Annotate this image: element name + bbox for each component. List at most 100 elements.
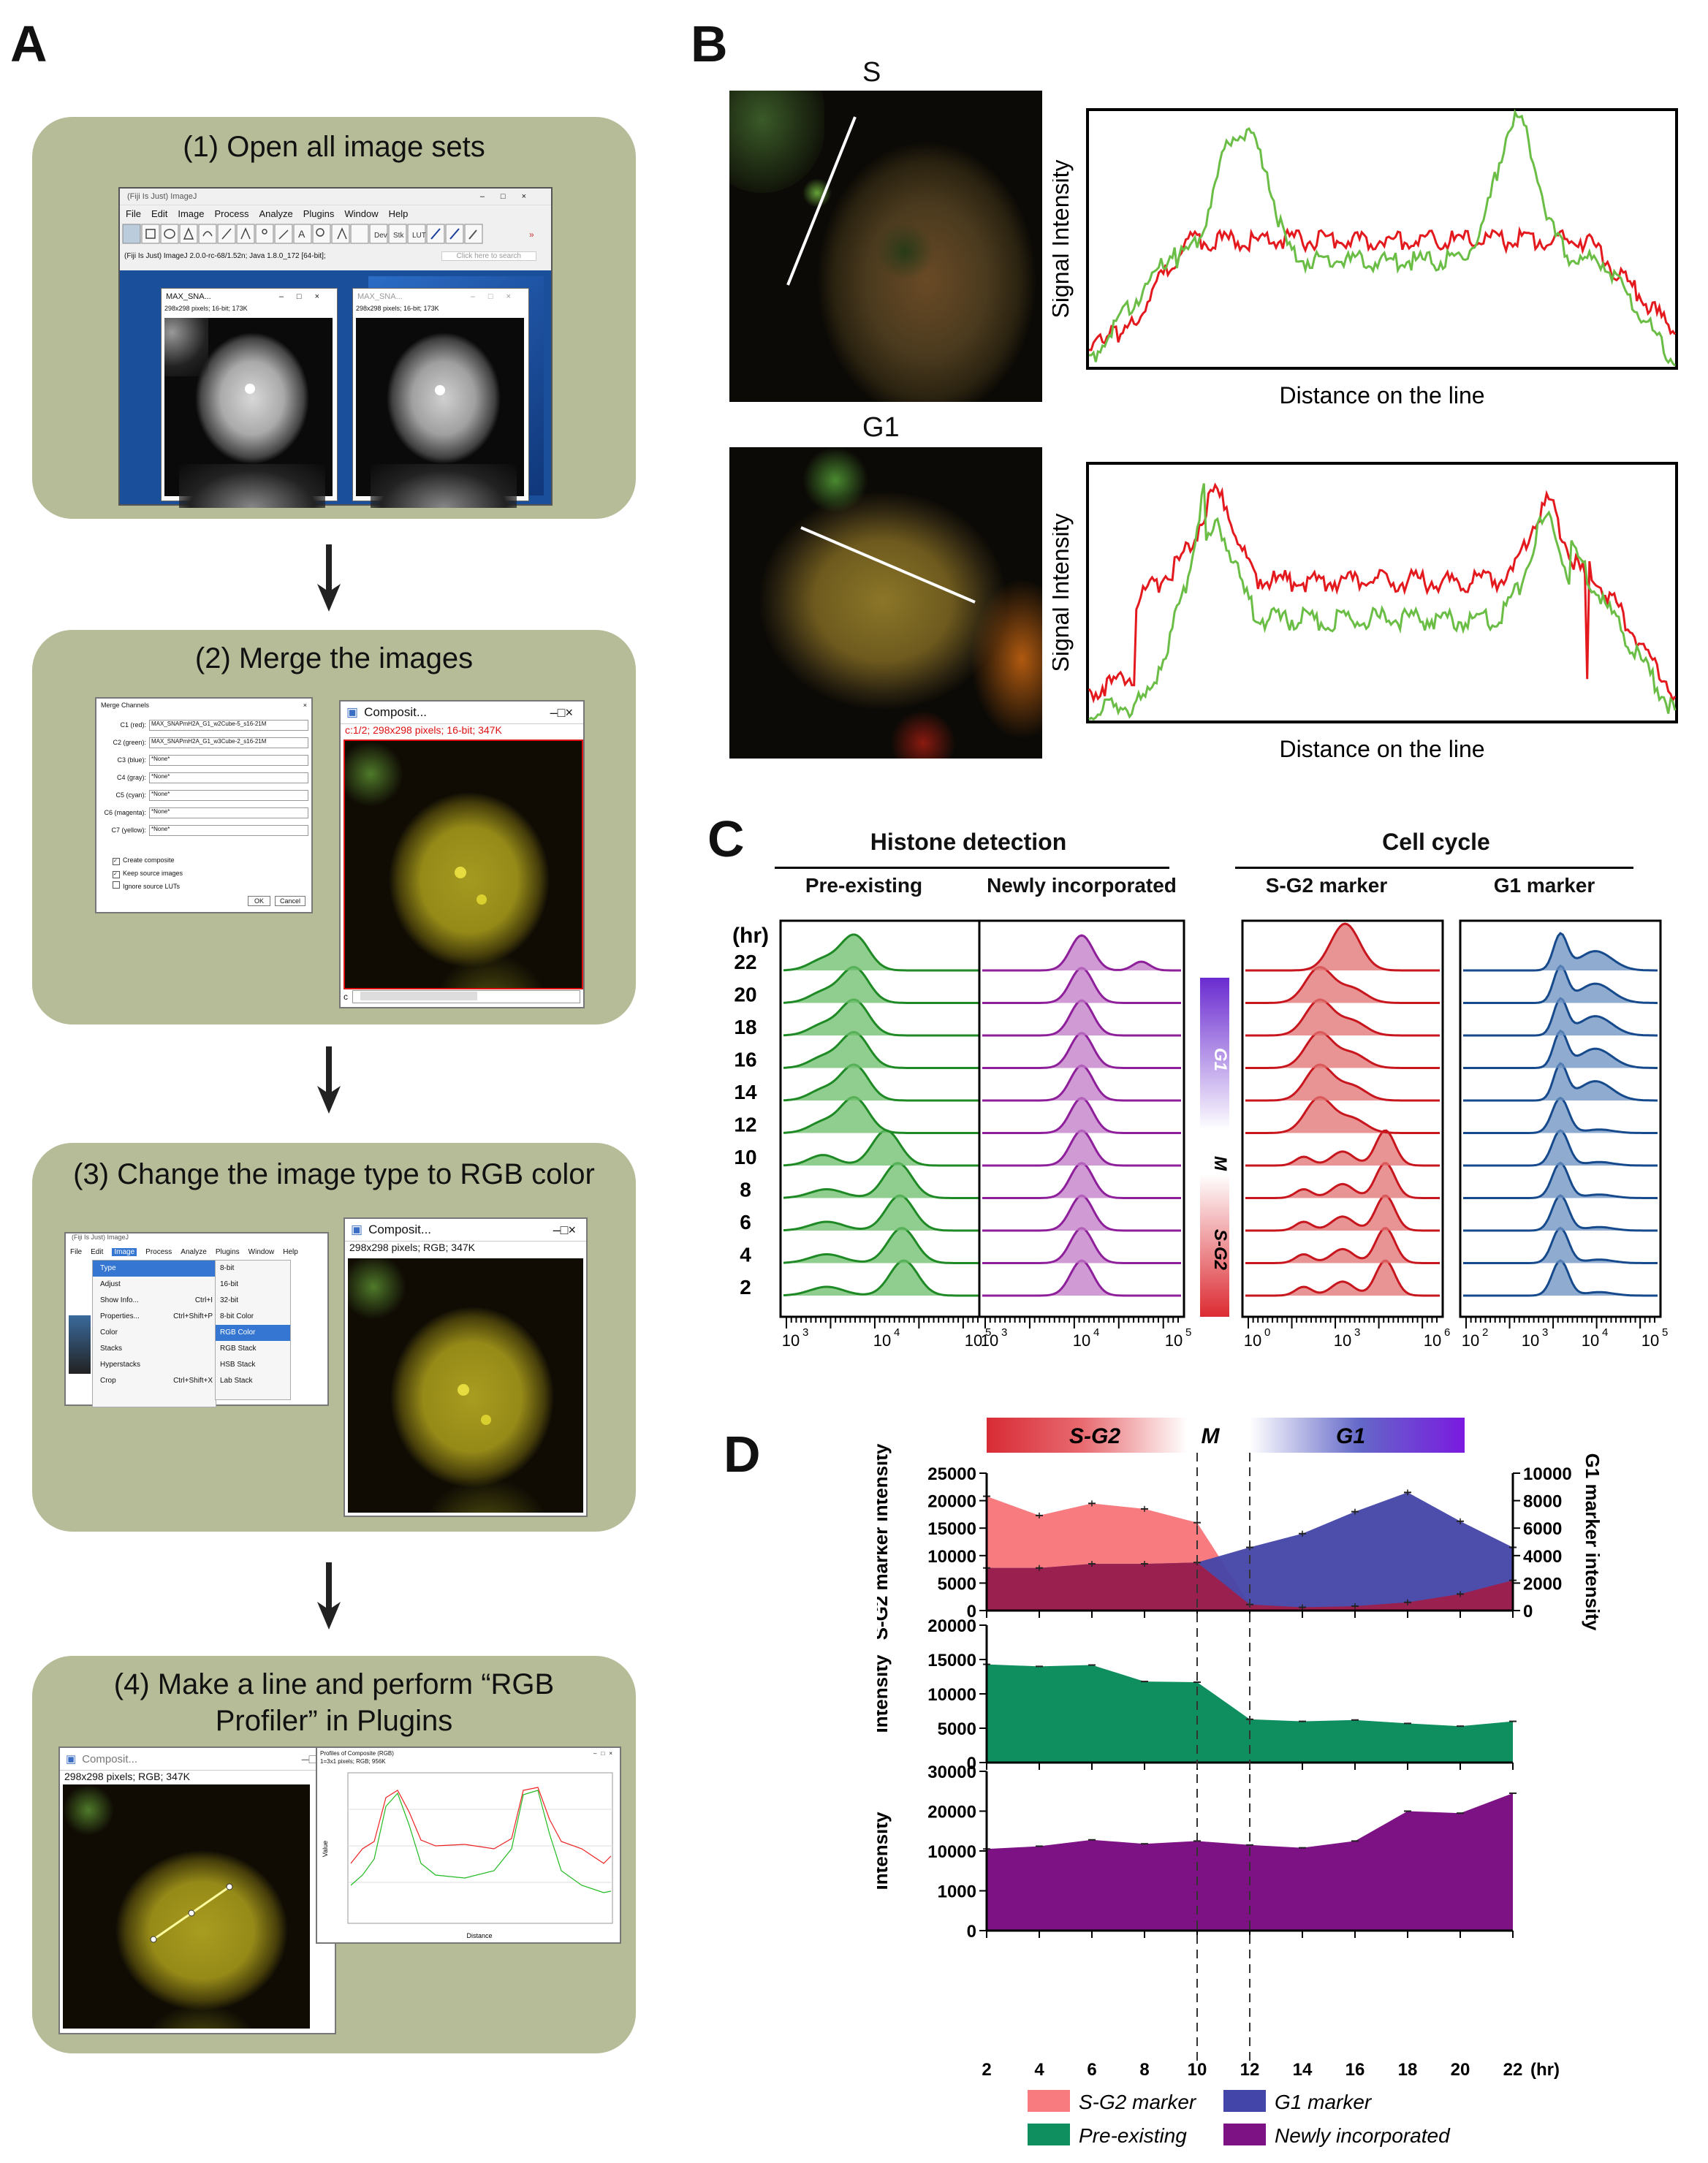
histogram-fill <box>783 1130 981 1166</box>
hr-label: (hr) <box>732 924 769 948</box>
menu-item-hyperstacks[interactable]: Hyperstacks <box>100 1361 141 1369</box>
menu-file[interactable]: File <box>70 1247 83 1256</box>
window-controls[interactable]: –□× <box>550 704 573 720</box>
y-tick-label: 5000 <box>938 1719 976 1739</box>
x-tick-label: 6 <box>1087 2060 1096 2080</box>
menu-item-adjust[interactable]: Adjust <box>100 1280 121 1288</box>
histogram-fill <box>1245 1195 1440 1231</box>
menu-item-type[interactable]: Type <box>93 1261 216 1277</box>
tool-stk[interactable]: Stk <box>393 232 404 240</box>
channel-select[interactable]: *None* <box>149 754 308 766</box>
menu-plugins[interactable]: Plugins <box>215 1247 240 1256</box>
checkbox-ignore-luts[interactable] <box>113 881 120 889</box>
menu-image-active[interactable]: Image <box>112 1247 137 1256</box>
histogram-line <box>783 966 981 1004</box>
channel-select[interactable]: MAX_SNAPmH2A_G1_w3Cube-2_s16-21M <box>149 737 308 748</box>
menu-edit[interactable]: Edit <box>151 208 168 219</box>
y2-tick-label: 2000 <box>1523 1574 1562 1594</box>
menu-window[interactable]: Window <box>248 1247 275 1256</box>
histogram-fill <box>783 1065 981 1100</box>
menu-file[interactable]: File <box>126 208 141 219</box>
menu-image[interactable]: Image <box>178 208 205 219</box>
menu-item-color[interactable]: Color <box>100 1328 118 1337</box>
channel-select[interactable]: MAX_SNAPmH2A_G1_w2Cube-5_s16-21M <box>149 719 308 731</box>
channel-select[interactable]: *None* <box>149 772 308 783</box>
fiji-icon: ▣ <box>351 1223 363 1236</box>
channel-select[interactable]: *None* <box>149 789 308 801</box>
menu-item-stacks[interactable]: Stacks <box>100 1345 123 1353</box>
search-box[interactable]: Click here to search <box>441 251 536 261</box>
close-icon[interactable]: × <box>303 702 307 709</box>
menu-process[interactable]: Process <box>145 1247 172 1256</box>
axis-tick-label: 10 <box>1165 1331 1183 1350</box>
menu-edit[interactable]: Edit <box>91 1247 104 1256</box>
y-tick-label: 0 <box>967 1922 976 1942</box>
histogram-line <box>783 1259 981 1297</box>
composite-window-rgb[interactable]: ▣ Composit... –□× 298x298 pixels; RGB; 347… <box>344 1217 588 1517</box>
tool-lut[interactable]: LUT <box>412 232 426 240</box>
menu-plugins[interactable]: Plugins <box>303 208 335 219</box>
bar-label-m: M <box>1210 1156 1230 1171</box>
type-16bit[interactable]: 16-bit <box>220 1280 239 1288</box>
type-rgb-color[interactable]: RGB Color <box>216 1325 290 1341</box>
menu-item-show-info[interactable]: Show Info... <box>100 1296 139 1304</box>
menu-help[interactable]: Help <box>283 1247 298 1256</box>
checkbox-keep-source[interactable]: ✓ <box>113 871 120 878</box>
histogram-fill <box>1245 1261 1440 1296</box>
histogram-fill <box>1463 1228 1658 1263</box>
menu-item-crop[interactable]: Crop <box>100 1377 116 1385</box>
composite-window-line[interactable]: ▣ Composit... –□× 298x298 pixels; RGB; 347… <box>58 1746 336 2034</box>
type-lab-stack[interactable]: Lab Stack <box>220 1377 253 1385</box>
image-window-2[interactable]: MAX_SNA... –□× 298x298 pixels; 16-bit; 1… <box>352 288 529 508</box>
axis-tick-label: 10 <box>1073 1331 1090 1350</box>
type-8bit[interactable]: 8-bit <box>220 1264 235 1272</box>
more-tools-icon[interactable]: » <box>529 229 534 240</box>
col-sg2-marker: S-G2 marker <box>1265 874 1388 897</box>
histogram-line <box>1245 965 1440 1004</box>
channel-select[interactable]: *None* <box>149 807 308 818</box>
checkbox-create-composite[interactable]: ✓ <box>113 858 120 865</box>
image-window-1-controls[interactable]: –□× <box>278 292 333 301</box>
legend-swatch-sg2 <box>1028 2090 1070 2112</box>
composite-window-merge[interactable]: ▣ Composit... –□× c:1/2; 298x298 pixels; 1… <box>339 700 585 1008</box>
histogram-line <box>783 1226 981 1264</box>
channel-select[interactable]: *None* <box>149 824 308 836</box>
type-hsb-stack[interactable]: HSB Stack <box>220 1361 256 1369</box>
window-controls[interactable]: –□× <box>479 192 542 201</box>
image-window-2-info: 298x298 pixels; 16-bit; 173K <box>356 305 439 312</box>
menu-help[interactable]: Help <box>388 208 409 219</box>
col-pre-existing: Pre-existing <box>805 874 923 897</box>
axis-tick-exponent: 4 <box>1602 1326 1608 1339</box>
image-window-2-controls[interactable]: –□× <box>470 292 524 301</box>
panel-letter-c: C <box>707 810 745 867</box>
col-g1-marker: G1 marker <box>1493 874 1595 897</box>
channel-scrollbar[interactable] <box>352 990 580 1003</box>
menu-item-properties[interactable]: Properties... <box>100 1312 140 1320</box>
y2-tick-label: 10000 <box>1523 1464 1572 1484</box>
y-tick-label: 30000 <box>927 1763 976 1782</box>
ok-button[interactable]: OK <box>247 896 270 906</box>
image-window-1[interactable]: MAX_SNA... –□× 298x298 pixels; 16-bit; 1… <box>161 288 338 508</box>
row-label-hr: 6 <box>740 1211 751 1233</box>
menu-analyze[interactable]: Analyze <box>259 208 293 219</box>
menu-window[interactable]: Window <box>344 208 379 219</box>
cancel-button[interactable]: Cancel <box>274 896 305 906</box>
type-32bit[interactable]: 32-bit <box>220 1296 239 1304</box>
menu-process[interactable]: Process <box>214 208 249 219</box>
histogram-line <box>783 1096 981 1134</box>
y-tick-label: 20000 <box>927 1616 976 1636</box>
tool-dev[interactable]: Dev <box>374 232 387 240</box>
histogram-fill <box>1463 1260 1658 1296</box>
window-controls[interactable]: –□× <box>553 1222 576 1237</box>
rgb-profile-plot-window[interactable]: Profiles of Composite (RGB) –□× 1=3x1 pi… <box>316 1746 621 1944</box>
profile-line[interactable] <box>63 1784 310 2029</box>
type-rgb-stack[interactable]: RGB Stack <box>220 1345 257 1353</box>
series-area <box>987 1664 1513 1763</box>
y-tick-label: 5000 <box>938 1574 976 1594</box>
row-label-hr: 10 <box>734 1146 756 1168</box>
menu-analyze[interactable]: Analyze <box>181 1247 207 1256</box>
window-controls[interactable]: –□× <box>593 1749 617 1757</box>
type-8bit-color[interactable]: 8-bit Color <box>220 1312 254 1320</box>
imagej-toolbar[interactable]: A Dev Stk LUT » <box>120 221 551 248</box>
profile-s-ylabel: Signal Intensity <box>1052 159 1074 318</box>
